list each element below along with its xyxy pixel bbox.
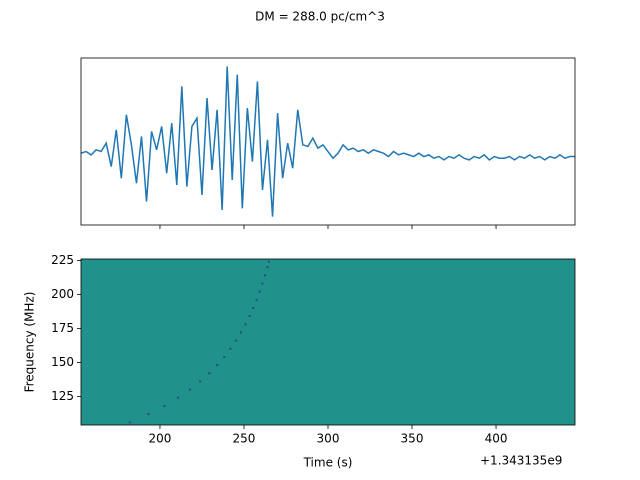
pulse-pixel bbox=[261, 282, 264, 285]
pulse-pixel bbox=[177, 396, 180, 399]
y-tick-label: 225 bbox=[51, 253, 74, 267]
x-tick-label: 250 bbox=[233, 432, 256, 446]
signal-line bbox=[81, 66, 575, 217]
pulse-pixel bbox=[234, 339, 237, 342]
x-tick-label: 200 bbox=[149, 432, 172, 446]
x-tick-label: 350 bbox=[401, 432, 424, 446]
pulse-pixel bbox=[252, 306, 255, 309]
pulse-pixel bbox=[255, 298, 258, 301]
pulse-pixel bbox=[216, 364, 219, 367]
pulse-pixel bbox=[208, 372, 211, 375]
pulse-pixel bbox=[188, 388, 191, 391]
y-tick-label: 200 bbox=[51, 287, 74, 301]
axes-frame bbox=[80, 57, 576, 226]
pulse-pixel bbox=[263, 274, 266, 277]
y-axis-label: Frequency (MHz) bbox=[23, 292, 37, 393]
y-tick-label: 125 bbox=[51, 389, 74, 403]
pulse-pixel bbox=[128, 421, 131, 424]
pulse-pixel bbox=[199, 380, 202, 383]
x-tick-label: 400 bbox=[485, 432, 508, 446]
pulse-pixel bbox=[229, 347, 232, 350]
pulse-pixel bbox=[239, 331, 242, 334]
figure-title: DM = 288.0 pc/cm^3 bbox=[255, 10, 385, 24]
x-offset-label: +1.343135e9 bbox=[480, 454, 562, 468]
pulse-pixel bbox=[147, 413, 150, 416]
pulse-pixel bbox=[258, 290, 261, 293]
plot-area bbox=[81, 259, 575, 425]
x-axis-label: Time (s) bbox=[303, 456, 353, 470]
pulse-pixel bbox=[266, 266, 269, 269]
pulse-pixel bbox=[244, 323, 247, 326]
y-tick-label: 175 bbox=[51, 321, 74, 335]
plot-area bbox=[81, 66, 575, 217]
pulse-pixel bbox=[248, 315, 251, 318]
x-tick-label: 300 bbox=[317, 432, 340, 446]
y-tick-label: 150 bbox=[51, 355, 74, 369]
pulse-pixel bbox=[163, 404, 166, 407]
image-background bbox=[81, 259, 575, 425]
pulse-pixel bbox=[267, 260, 270, 263]
pulse-pixel bbox=[223, 355, 226, 358]
